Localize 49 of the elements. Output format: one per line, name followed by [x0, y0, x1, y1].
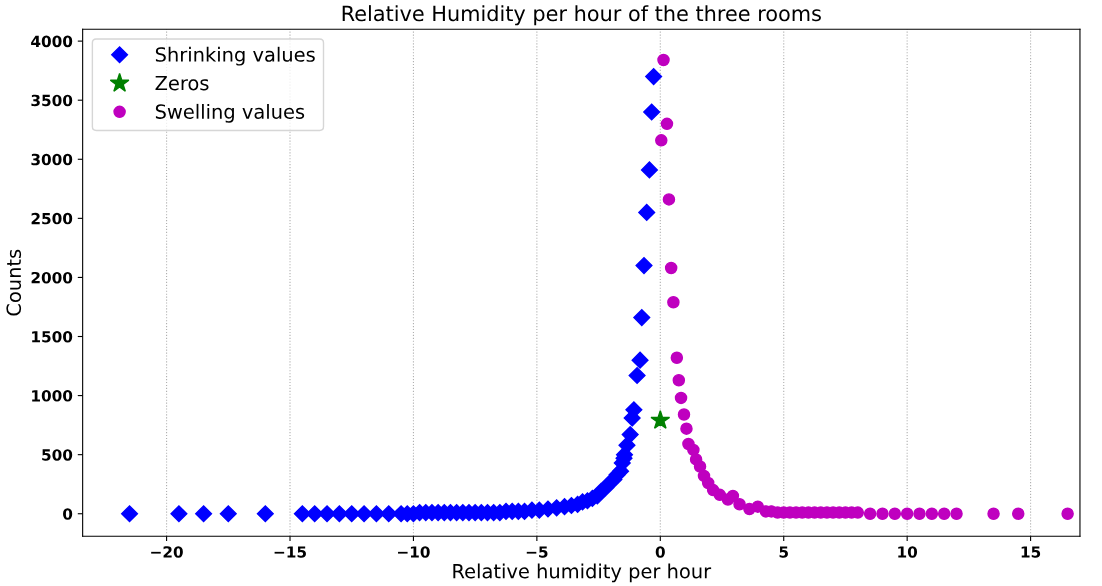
point	[680, 422, 693, 435]
x-tick-label: 10	[898, 546, 918, 558]
point	[1011, 507, 1025, 520]
point	[672, 373, 686, 387]
y-tick-label: 0	[63, 508, 73, 520]
x-tick-label: −5	[526, 546, 548, 558]
y-tick-label: 3000	[31, 153, 73, 166]
point	[657, 53, 670, 67]
legend-label: Zeros	[155, 75, 209, 91]
y-tick-label: 500	[42, 449, 73, 461]
point	[950, 507, 963, 520]
x-tick-label: −20	[151, 546, 183, 558]
point	[863, 507, 877, 520]
point	[664, 261, 678, 275]
y-tick-label: 2500	[31, 212, 73, 225]
point	[677, 408, 691, 421]
point	[1061, 507, 1074, 520]
y-axis-title: Counts	[6, 249, 22, 316]
point	[726, 489, 740, 503]
x-axis-title: Relative humidity per hour	[453, 563, 712, 583]
legend-label: Swelling values	[155, 103, 305, 123]
x-tick-label: −15	[274, 546, 306, 558]
point	[913, 507, 926, 520]
point	[650, 409, 671, 429]
y-tick-label: 2000	[31, 271, 73, 284]
point	[876, 507, 889, 520]
point	[662, 193, 676, 206]
point	[667, 295, 680, 309]
x-tick-label: 5	[779, 546, 788, 558]
y-tick-label: 3500	[31, 94, 73, 107]
point	[937, 507, 951, 520]
point	[693, 460, 707, 473]
legend-label: Shrinking values	[155, 46, 315, 66]
point	[987, 507, 1000, 520]
y-tick-label: 1000	[32, 390, 73, 402]
point	[733, 498, 746, 511]
point	[670, 351, 684, 365]
chart-title: Relative Humidity per hour of the three rooms	[342, 5, 821, 26]
x-tick-label: 0	[655, 546, 665, 558]
x-tick-label: 15	[1021, 546, 1041, 558]
point	[925, 507, 939, 520]
y-tick-label: 4000	[31, 35, 73, 48]
x-tick-label: −10	[398, 546, 430, 558]
point	[900, 507, 914, 520]
point	[674, 391, 688, 405]
point	[655, 134, 668, 147]
y-tick-label: 1500	[32, 330, 73, 343]
point	[888, 507, 902, 520]
point	[660, 117, 674, 131]
